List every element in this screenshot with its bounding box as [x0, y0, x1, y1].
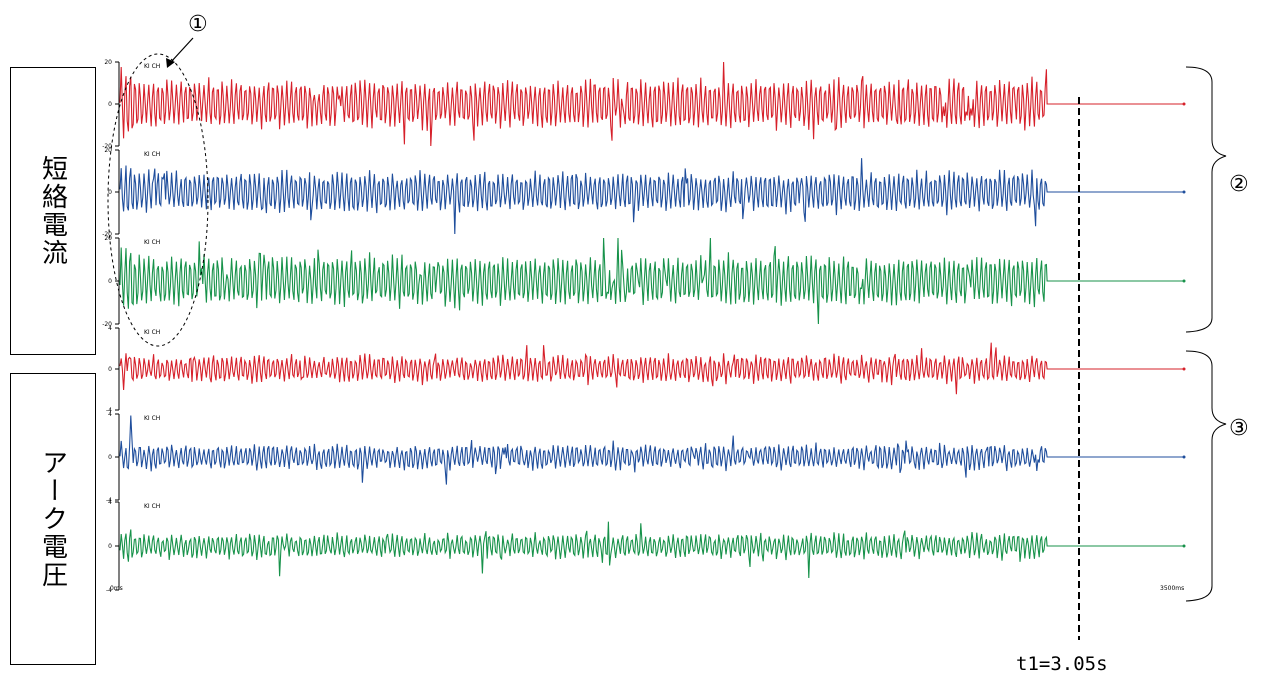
voltage-phase-c-waveform — [119, 521, 1184, 579]
voltage-group-box: アーク電圧 — [10, 373, 96, 665]
voltage-phase-a-y-tick-label: 0 — [108, 366, 112, 373]
voltage-phase-c-header: KI CH — [144, 503, 160, 510]
current-phase-b-y-tick-label: 0 — [108, 189, 112, 196]
current-phase-c-y-tick-label: -20 — [102, 321, 112, 328]
current-phase-b-header: KI CH — [144, 151, 160, 158]
current-phase-a-y-tick-label: 0 — [108, 101, 112, 108]
marker-3-label: ③ — [1229, 416, 1249, 441]
marker-1-label: ① — [188, 12, 208, 37]
current-phase-c-header: KI CH — [144, 239, 160, 246]
voltage-phase-a-y-tick-label: -4 — [106, 407, 112, 414]
voltage-phase-b-panel: 4 0 -4 KI CH — [106, 411, 1186, 504]
current-group-box: 短絡電流 — [10, 67, 96, 355]
current-phase-c-y-tick-label: 20 — [104, 235, 112, 242]
current-phase-b-panel: 20 0 -20 KI CH — [102, 147, 1186, 238]
voltage-phase-c-panel: 4 0 -4 KI CH — [106, 499, 1186, 594]
current-phase-b-waveform — [119, 158, 1184, 235]
voltage-phase-b-header: KI CH — [144, 415, 160, 422]
x-start-label: 0ms — [110, 585, 123, 592]
marker-1-ellipse — [107, 53, 209, 347]
current-phase-a-y-tick-label: 20 — [104, 59, 112, 66]
marker-3-brace — [1185, 350, 1227, 602]
current-group-label: 短絡電流 — [37, 155, 68, 267]
voltage-phase-a-panel: 4 0 -4 KI CH — [106, 325, 1186, 414]
voltage-phase-b-end-point — [1182, 455, 1186, 459]
voltage-phase-a-y-tick-label: 4 — [108, 325, 112, 332]
marker-1-arrow — [166, 37, 194, 68]
t1-label: t1=3.05s — [1016, 653, 1108, 675]
voltage-phase-a-waveform — [119, 342, 1184, 395]
voltage-group-label: アーク電圧 — [37, 449, 68, 589]
current-phase-a-y-tick-label: -20 — [102, 143, 112, 150]
current-phase-c-waveform — [119, 237, 1184, 325]
x-end-label: 3500ms — [1160, 585, 1184, 592]
voltage-phase-b-waveform — [119, 415, 1184, 485]
voltage-phase-c-y-tick-label: 4 — [108, 499, 112, 506]
current-phase-c-end-point — [1182, 279, 1186, 283]
current-phase-c-y-tick-label: 0 — [108, 278, 112, 285]
current-phase-a-waveform — [119, 61, 1184, 147]
current-phase-a-header: KI CH — [144, 63, 160, 70]
current-phase-b-y-tick-label: 20 — [104, 147, 112, 154]
current-phase-a-panel: 20 0 -20 KI CH — [102, 59, 1186, 150]
current-phase-a-end-point — [1182, 102, 1186, 106]
current-phase-c-panel: 20 0 -20 KI CH — [102, 235, 1186, 328]
voltage-phase-a-end-point — [1182, 367, 1186, 371]
voltage-phase-a-header: KI CH — [144, 329, 160, 336]
marker-2-brace — [1185, 66, 1227, 333]
marker-2-label: ② — [1229, 172, 1249, 197]
voltage-phase-c-end-point — [1182, 544, 1186, 548]
voltage-phase-b-y-tick-label: 0 — [108, 454, 112, 461]
voltage-phase-c-y-tick-label: 0 — [108, 543, 112, 550]
current-phase-b-y-tick-label: -20 — [102, 231, 112, 238]
voltage-phase-b-y-tick-label: -4 — [106, 497, 112, 504]
voltage-phase-b-y-tick-label: 4 — [108, 411, 112, 418]
current-phase-b-end-point — [1182, 190, 1186, 194]
voltage-phase-c-y-tick-label: -4 — [106, 587, 112, 594]
